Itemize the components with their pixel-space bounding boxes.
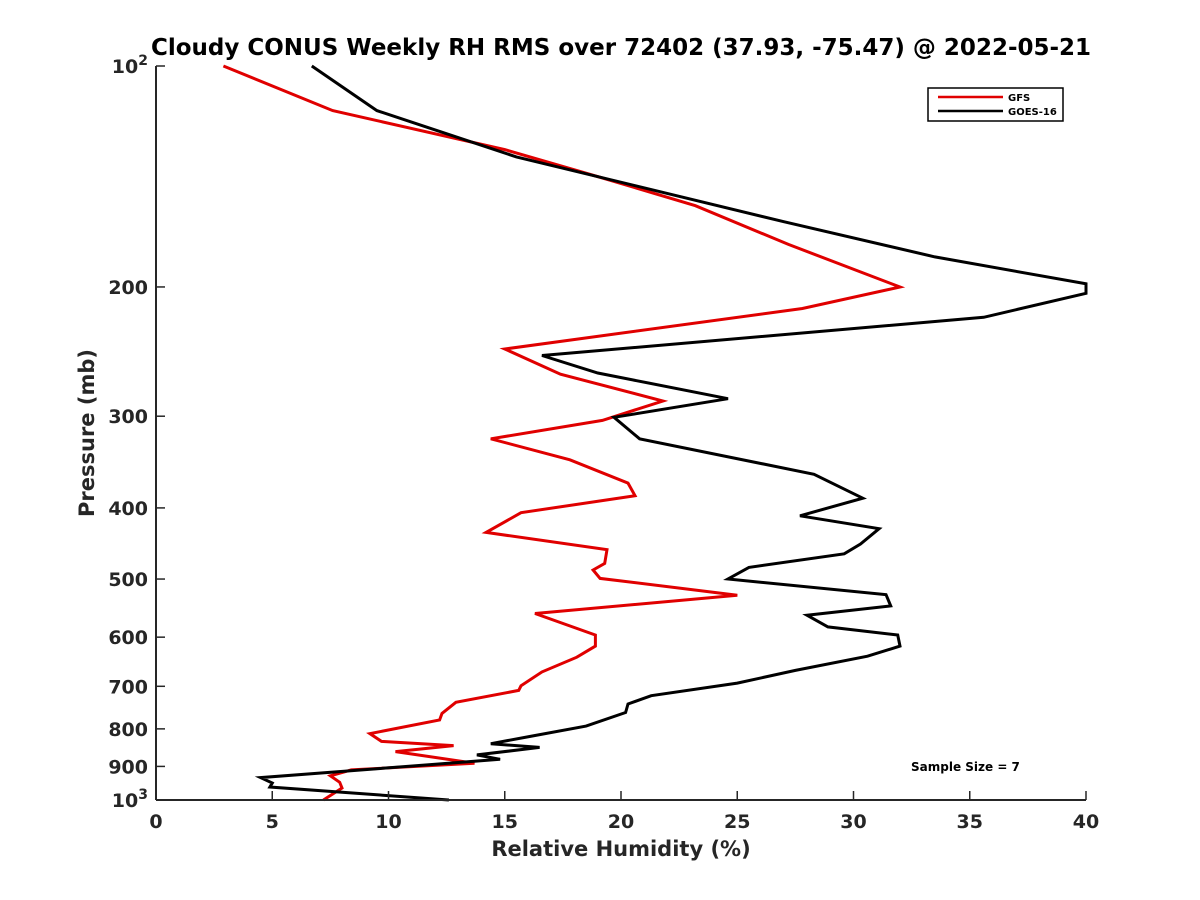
plot-area [156,66,1086,800]
y-ticks: 102 200 300 400 500 600 700 800 900 103 [108,53,165,812]
series-line-gfs [222,64,906,802]
y-tick-label: 102 [112,53,148,78]
sample-size-annotation: Sample Size = 7 [911,760,1020,774]
legend-label-gfs: GFS [1008,93,1030,104]
x-tick-label: 35 [957,811,983,833]
x-tick-label: 30 [840,811,866,833]
y-tick-label: 800 [108,719,148,741]
y-tick-label: 103 [112,787,148,812]
x-tick-label: 5 [266,811,279,833]
series-layer [222,64,1088,802]
legend-box [927,87,1064,122]
y-tick-label: 900 [108,756,148,778]
x-tick-label: 0 [149,811,162,833]
x-tick-label: 40 [1073,811,1099,833]
series-line-goes16 [254,64,1088,802]
x-tick-label: 10 [375,811,401,833]
y-axis-label: Pressure (mb) [75,349,99,517]
y-tick-label: 700 [108,676,148,698]
x-ticks: 0 5 10 15 20 25 30 35 40 [149,791,1099,833]
chart-title: Cloudy CONUS Weekly RH RMS over 72402 (3… [151,35,1091,61]
y-tick-label: 400 [108,498,148,520]
legend-label-goes16: GOES-16 [1008,107,1057,118]
y-tick-label: 300 [108,406,148,428]
y-tick-label: 600 [108,627,148,649]
x-axis-label: Relative Humidity (%) [491,837,750,861]
legend: GFS GOES-16 [927,87,1064,122]
x-tick-label: 25 [724,811,750,833]
x-tick-label: 15 [492,811,518,833]
y-tick-label: 500 [108,569,148,591]
x-tick-label: 20 [608,811,634,833]
y-tick-label: 200 [108,277,148,299]
